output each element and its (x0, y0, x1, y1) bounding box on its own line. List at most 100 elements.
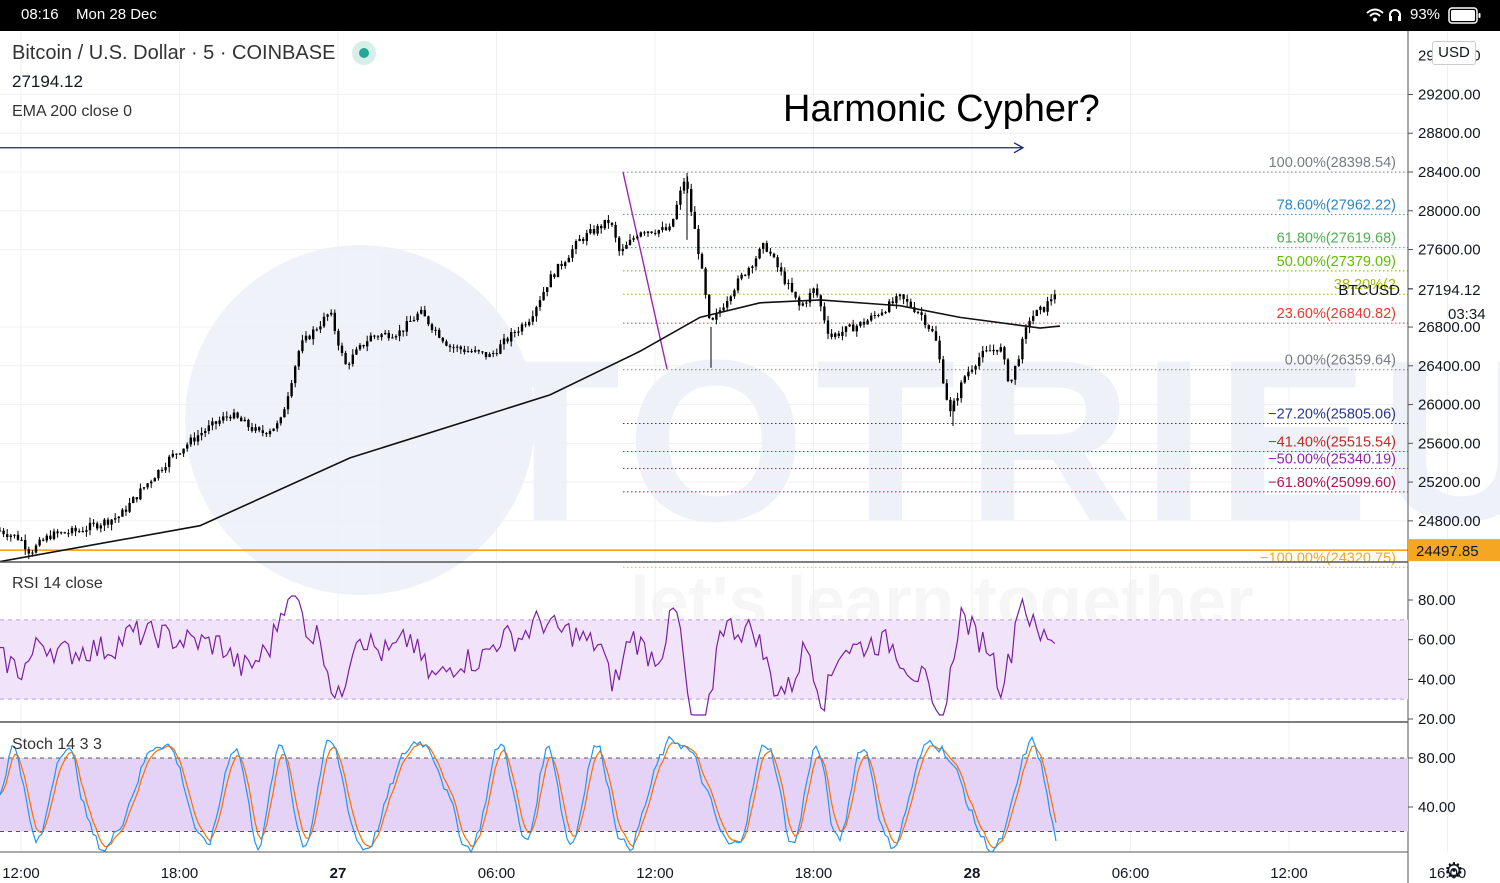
fib-level-label: −61.80%(25099.60) (1268, 475, 1396, 491)
chart-annotation[interactable]: Harmonic Cypher? (783, 88, 1100, 130)
candle-body (1028, 320, 1031, 328)
candle-body (927, 325, 930, 329)
ema-indicator-label[interactable]: EMA 200 close 0 (12, 103, 133, 120)
candle-body (132, 497, 135, 503)
candle-body (646, 231, 650, 234)
candle-body (222, 416, 225, 421)
candle-body (301, 340, 304, 352)
candle-body (754, 258, 758, 267)
candle-body (564, 262, 567, 266)
candle-body (474, 350, 477, 352)
chart-canvas[interactable]: TOTRIEU let's learn together 100.00%(283… (0, 31, 1500, 883)
price-tick-label: 29200.00 (1418, 86, 1481, 103)
market-open-dot (352, 41, 376, 65)
candle-body (931, 328, 934, 332)
candle-body (596, 225, 599, 234)
candle-body (6, 534, 9, 538)
candle-body (1003, 347, 1006, 360)
candle-body (366, 341, 369, 347)
candle-body (873, 315, 876, 317)
candle-body (1006, 359, 1010, 382)
candle-body (412, 319, 416, 322)
candle-body (726, 301, 729, 308)
candle-body (520, 324, 524, 332)
candle-body (456, 346, 459, 348)
candle-body (63, 532, 66, 534)
candle-body (560, 263, 563, 266)
candle-body (312, 329, 315, 340)
candle-body (193, 437, 196, 442)
candle-body (549, 274, 552, 288)
currency-button[interactable]: USD (1432, 41, 1476, 65)
candle-body (826, 320, 830, 334)
candle-body (988, 350, 992, 352)
battery-icon (1448, 7, 1481, 24)
symbol-title[interactable]: Bitcoin / U.S. Dollar · 5 · COINBASE (12, 42, 336, 64)
candle-body (859, 321, 862, 326)
candle-body (196, 435, 200, 442)
candle-body (708, 294, 711, 318)
candle-body (495, 353, 498, 355)
candle-body (438, 329, 441, 338)
candle-body (13, 534, 16, 536)
candle-body (866, 320, 869, 325)
candle-body (1021, 338, 1024, 360)
candle-body (963, 376, 966, 383)
price-tick-label: 26800.00 (1418, 319, 1481, 336)
time-tick-label: 16:00 (1429, 865, 1467, 882)
candle-body (448, 345, 452, 348)
fib-level-label: −27.20%(25805.06) (1268, 406, 1396, 422)
battery-percent: 93% (1410, 6, 1441, 23)
candle-body (1046, 301, 1049, 312)
candle-body (1039, 306, 1042, 310)
candle-body (355, 349, 358, 355)
fib-level-label: 50.00%(27379.09) (1277, 254, 1396, 270)
fib-level-label: −41.40%(25515.54) (1268, 435, 1396, 451)
candle-body (1024, 327, 1028, 339)
candle-body (668, 226, 671, 231)
candle-body (78, 531, 81, 533)
candle-body (348, 364, 351, 366)
candle-body (895, 296, 898, 304)
candle-body (736, 278, 740, 291)
candle-body (780, 267, 783, 272)
time-tick-label: 12:00 (2, 865, 40, 882)
fib-level-label: 23.60%(26840.82) (1277, 306, 1396, 322)
candle-body (535, 307, 538, 317)
time-axis[interactable]: 12:00 18:00 27 06:00 12:00 18:00 28 06:00 12:00 1… (2, 865, 1466, 882)
candle-body (978, 357, 981, 367)
symbol-axis-label: BTCUSD (1338, 282, 1400, 299)
time-tick-label: 06:00 (1112, 865, 1150, 882)
drawings[interactable] (0, 142, 1408, 551)
candle-body (218, 420, 221, 424)
candle-body (114, 518, 117, 520)
candle-body (546, 287, 549, 292)
candle-body (697, 228, 700, 254)
candle-body (344, 353, 347, 365)
candle-body (276, 423, 279, 429)
candle-body (855, 325, 858, 332)
price-tick-label: 25200.00 (1418, 474, 1481, 491)
fib-level-label: 61.80%(27619.68) (1277, 231, 1396, 247)
candle-body (387, 332, 390, 339)
candle-body (740, 274, 743, 279)
settings-gear-icon[interactable]: ⚙ (1444, 858, 1464, 883)
price-axis[interactable]: 29200.00 28800.00 28400.00 28000.00 27600.00… (1338, 48, 1500, 562)
candle-body (178, 453, 182, 455)
candle-body (103, 519, 106, 526)
candle-body (45, 535, 48, 541)
price-tick-label: 25600.00 (1418, 435, 1481, 452)
rsi-indicator-label[interactable]: RSI 14 close (12, 575, 103, 592)
candle-body (628, 239, 632, 245)
candle-body (1042, 306, 1046, 312)
candle-body (1017, 359, 1020, 366)
candle-body (888, 301, 891, 313)
candle-body (675, 204, 678, 219)
last-price: 27194.12 (12, 72, 83, 91)
stoch-indicator-label[interactable]: Stoch 14 3 3 (12, 736, 102, 753)
time-tick-label: 18:00 (161, 865, 199, 882)
price-tick-label: 28000.00 (1418, 203, 1481, 220)
candle-body (168, 456, 171, 468)
candle-body (916, 311, 920, 313)
candle-body (398, 330, 401, 337)
